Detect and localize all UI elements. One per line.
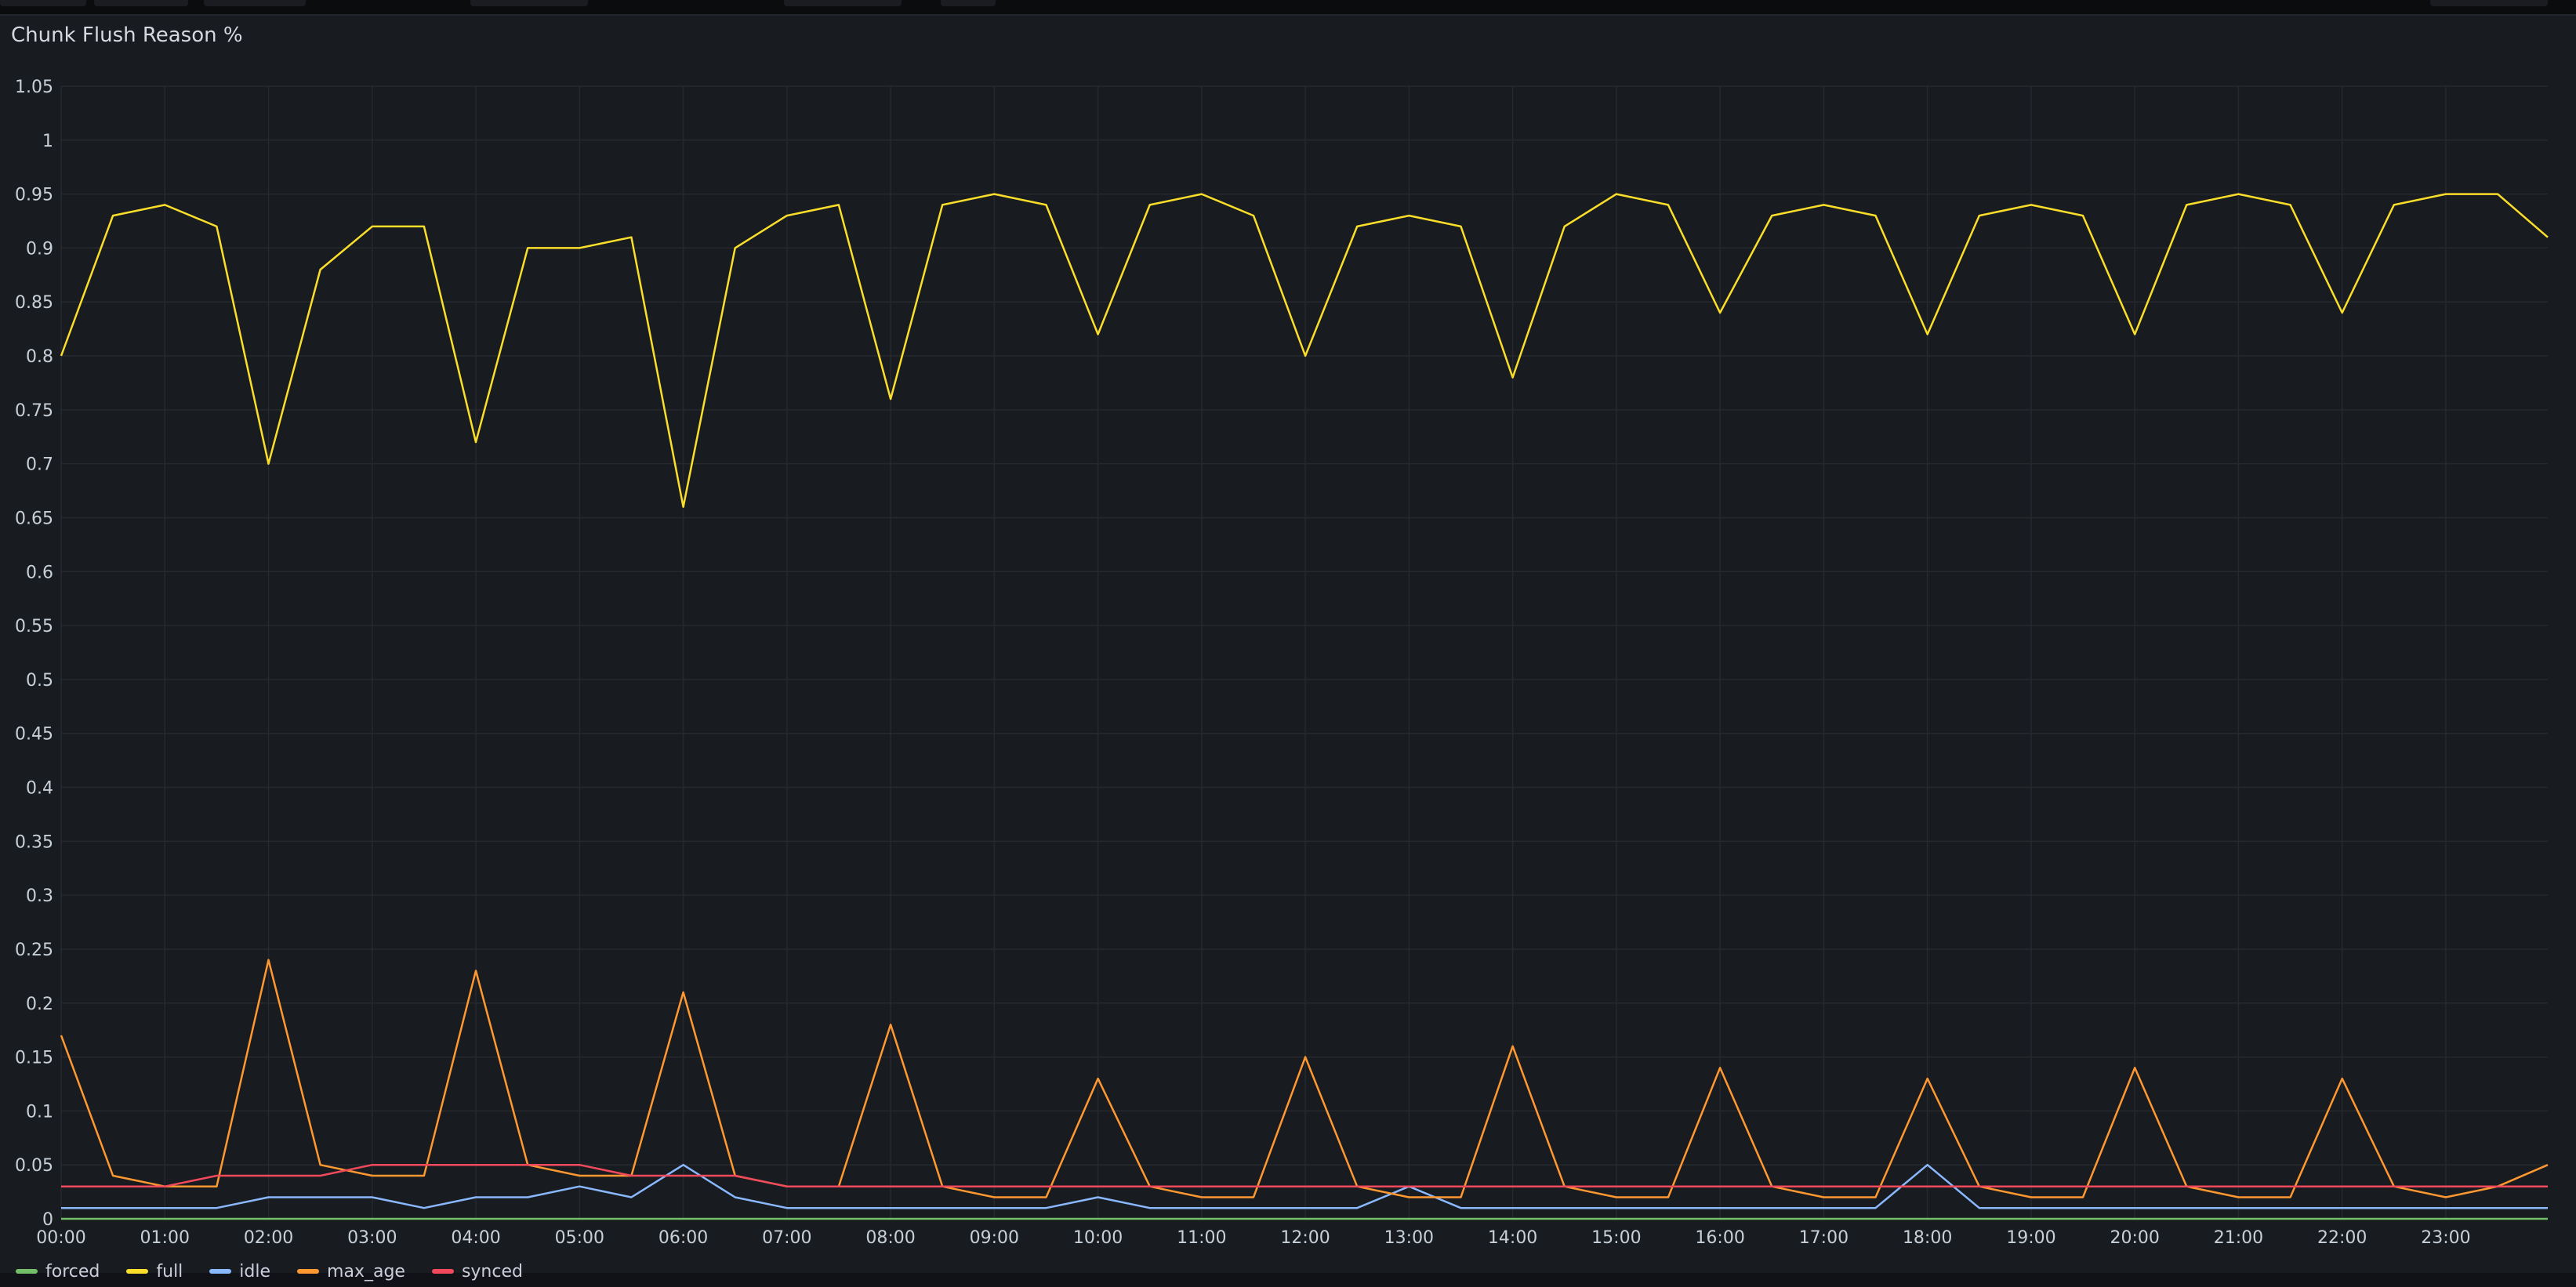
time-series-chart[interactable]: 0 0.05 0.1 0.15 0.2 0.25 0.3 0.35 0.4 0.45 0.5 0.55… [0,16,2576,1273]
y-tick-label: 0.6 [26,563,53,582]
legend-swatch [209,1269,231,1274]
y-tick-label: 0 [42,1210,53,1230]
legend-label: max_age [327,1262,405,1282]
y-tick-label: 1.05 [15,78,53,97]
y-tick-label: 0.85 [15,293,53,313]
legend: forced full idle max_age synced [16,1256,523,1287]
y-tick-label: 0.7 [26,455,53,475]
x-tick-label: 17:00 [1799,1228,1849,1248]
series-line-full[interactable] [61,194,2548,507]
x-tick-label: 10:00 [1073,1228,1123,1248]
x-tick-label: 01:00 [140,1228,190,1248]
legend-label: synced [462,1262,523,1282]
top-bar [0,0,2576,16]
x-tick-label: 19:00 [2006,1228,2055,1248]
y-tick-label: 0.75 [15,401,53,421]
x-tick-label: 00:00 [36,1228,85,1248]
x-tick-label: 18:00 [1903,1228,1952,1248]
x-tick-label: 23:00 [2421,1228,2470,1248]
legend-item-synced[interactable]: synced [432,1262,523,1282]
top-tab[interactable] [2430,0,2548,6]
x-tick-label: 14:00 [1488,1228,1537,1248]
x-tick-label: 21:00 [2214,1228,2263,1248]
top-tab[interactable] [784,0,902,6]
x-tick-label: 02:00 [244,1228,293,1248]
legend-swatch [432,1269,454,1274]
series-lines [61,194,2548,1220]
y-tick-label: 0.5 [26,671,53,691]
legend-item-max-age[interactable]: max_age [297,1262,405,1282]
legend-item-forced[interactable]: forced [16,1262,100,1282]
y-tick-label: 0.3 [26,886,53,906]
top-tab[interactable] [94,0,188,6]
grid [61,86,2548,1219]
x-tick-label: 08:00 [865,1228,915,1248]
x-tick-label: 20:00 [2110,1228,2159,1248]
y-tick-label: 0.65 [15,509,53,528]
x-axis: 00:00 01:00 02:00 03:00 04:00 05:00 06:00 07:00… [36,1228,2470,1248]
legend-item-idle[interactable]: idle [209,1262,270,1282]
legend-swatch [16,1269,38,1274]
x-tick-label: 03:00 [347,1228,397,1248]
y-tick-label: 0.4 [26,779,53,799]
series-line-synced[interactable] [61,1165,2548,1187]
y-tick-label: 0.2 [26,995,53,1014]
y-tick-label: 0.45 [15,725,53,745]
x-tick-label: 16:00 [1695,1228,1744,1248]
y-tick-label: 0.8 [26,347,53,367]
legend-item-full[interactable]: full [126,1262,183,1282]
y-tick-label: 0.15 [15,1049,53,1068]
top-tab[interactable] [470,0,588,6]
y-tick-label: 0.25 [15,941,53,960]
x-tick-label: 04:00 [451,1228,500,1248]
x-tick-label: 07:00 [762,1228,811,1248]
y-tick-label: 0.9 [26,239,53,259]
x-tick-label: 12:00 [1280,1228,1330,1248]
legend-swatch [126,1269,148,1274]
y-tick-label: 0.55 [15,617,53,636]
y-tick-label: 0.95 [15,186,53,205]
x-tick-label: 22:00 [2317,1228,2367,1248]
y-tick-label: 0.05 [15,1156,53,1176]
y-tick-label: 0.35 [15,832,53,852]
legend-label: full [156,1262,183,1282]
y-axis: 0 0.05 0.1 0.15 0.2 0.25 0.3 0.35 0.4 0.45 0.5 0.55… [15,78,53,1230]
y-tick-label: 1 [42,132,53,151]
x-tick-label: 09:00 [970,1228,1019,1248]
legend-label: forced [45,1262,100,1282]
x-tick-label: 06:00 [659,1228,708,1248]
x-tick-label: 13:00 [1384,1228,1434,1248]
x-tick-label: 05:00 [555,1228,604,1248]
legend-label: idle [239,1262,270,1282]
y-tick-label: 0.1 [26,1102,53,1122]
top-tab[interactable] [0,0,86,6]
x-tick-label: 11:00 [1177,1228,1226,1248]
x-tick-label: 15:00 [1591,1228,1641,1248]
series-line-max-age[interactable] [61,960,2548,1198]
top-tab[interactable] [204,0,306,6]
legend-swatch [297,1269,319,1274]
top-tab[interactable] [941,0,996,6]
